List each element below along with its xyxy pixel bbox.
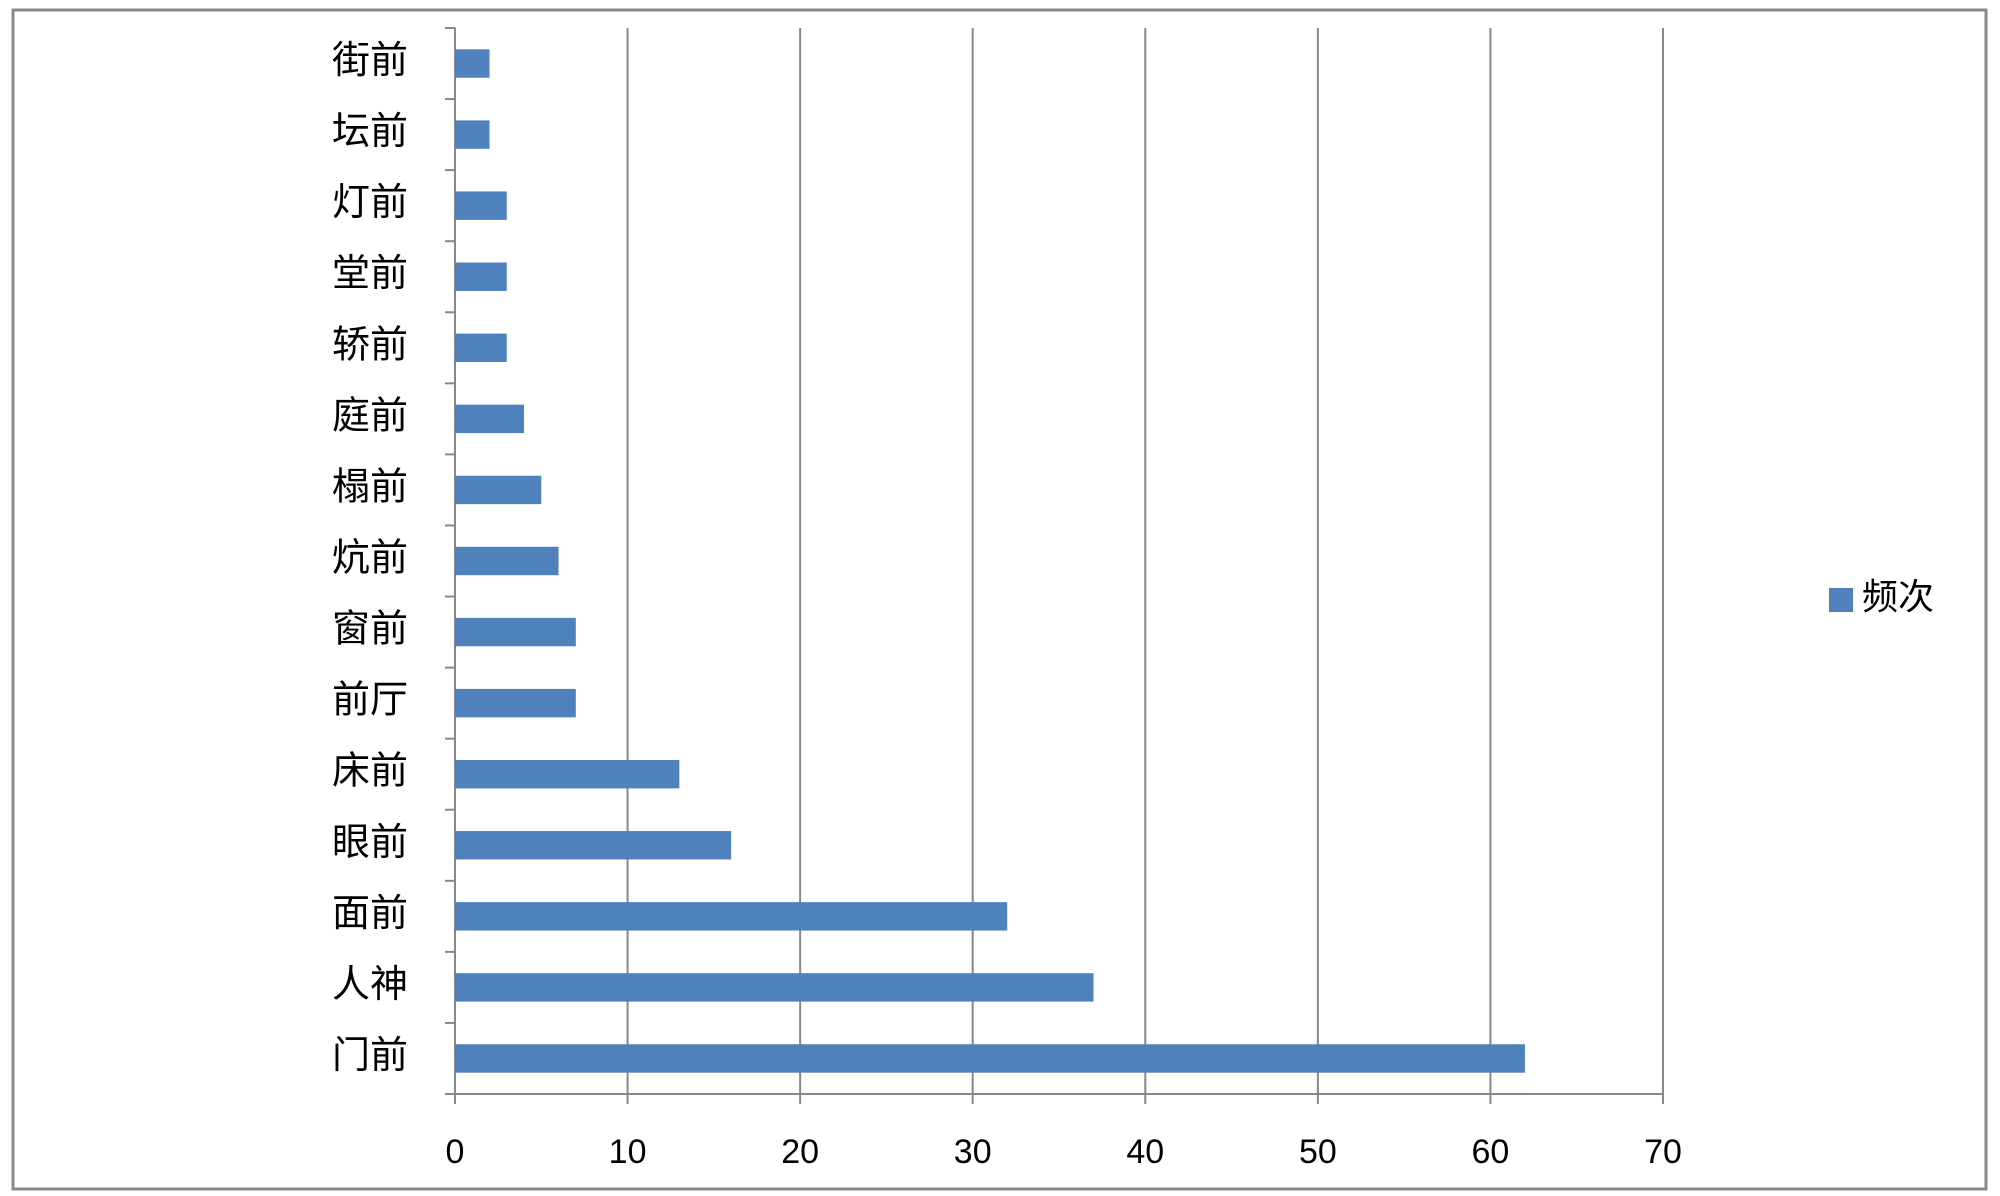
chart-frame (11, 8, 1988, 1191)
x-tick-label: 60 (1472, 1133, 1510, 1171)
bar (455, 546, 559, 576)
bar (455, 902, 1008, 931)
y-tick-label: 炕前 (332, 536, 408, 580)
bar (455, 120, 490, 149)
bar (455, 973, 1094, 1002)
y-tick-label: 轿前 (332, 322, 408, 366)
y-tick-label: 前厅 (332, 678, 408, 722)
y-tick-label: 榻前 (332, 464, 408, 508)
bar (455, 404, 525, 434)
x-tick-label: 70 (1644, 1133, 1682, 1171)
y-tick-label: 门前 (332, 1033, 408, 1077)
bar (455, 475, 542, 505)
x-tick-label: 20 (781, 1133, 819, 1171)
y-tick-label: 面前 (332, 891, 408, 935)
y-tick-label: 人神 (332, 962, 408, 1006)
x-tick-label: 30 (954, 1133, 992, 1171)
legend-label: 频次 (1862, 577, 1934, 618)
x-tick-label: 0 (446, 1133, 465, 1171)
y-tick-label: 堂前 (332, 251, 408, 295)
bar (455, 191, 507, 220)
bar (455, 1044, 1525, 1073)
y-tick-label: 灯前 (332, 180, 408, 224)
y-tick-label: 街前 (332, 38, 408, 82)
bar (455, 49, 490, 78)
legend-swatch (1829, 588, 1853, 612)
y-tick-label: 床前 (332, 749, 408, 793)
y-tick-label: 庭前 (332, 393, 408, 437)
x-tick-label: 10 (609, 1133, 647, 1171)
y-tick-label: 窗前 (332, 607, 408, 651)
bar (455, 333, 507, 363)
bar (455, 617, 576, 647)
y-tick-label: 坛前 (332, 109, 408, 153)
x-tick-label: 40 (1126, 1133, 1164, 1171)
bar (455, 759, 680, 789)
y-tick-label: 眼前 (332, 820, 408, 864)
bar (455, 831, 732, 860)
bar (455, 688, 576, 718)
x-tick-label: 50 (1299, 1133, 1337, 1171)
bar (455, 262, 507, 291)
